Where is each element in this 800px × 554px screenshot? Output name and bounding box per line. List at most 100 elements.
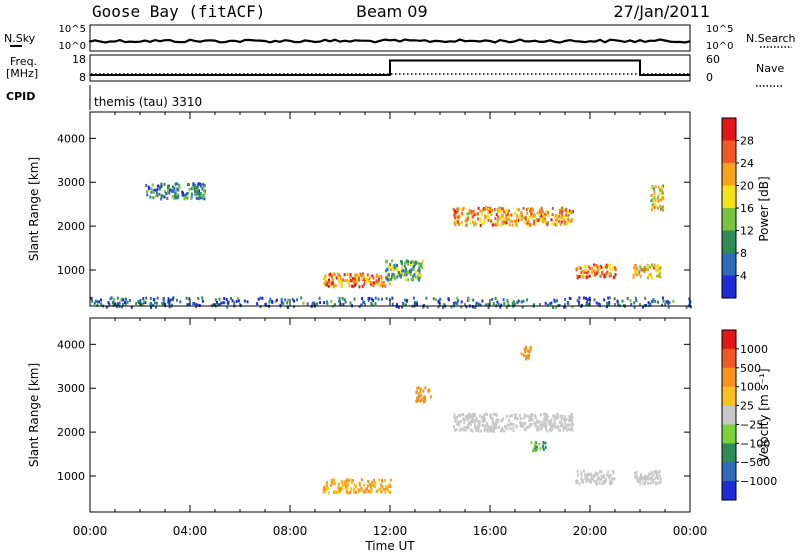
range-gate-cell xyxy=(325,487,328,491)
range-gate-cell xyxy=(366,276,369,280)
range-gate-cell xyxy=(484,214,487,218)
range-gate-cell xyxy=(216,300,218,304)
range-gate-cell xyxy=(480,429,483,433)
range-gate-cell xyxy=(195,305,198,309)
range-gate-cell xyxy=(644,481,647,485)
range-gate-cell xyxy=(642,305,644,309)
range-gate-cell xyxy=(454,211,457,215)
range-gate-cell xyxy=(269,297,272,301)
range-gate-cell xyxy=(349,491,352,495)
range-gate-cell xyxy=(499,429,502,433)
range-gate-cell xyxy=(667,305,670,309)
range-gate-cell xyxy=(284,298,287,302)
range-gate-cell xyxy=(639,476,641,480)
range-gate-cell xyxy=(167,300,170,304)
range-gate-cell xyxy=(372,284,375,288)
range-gate-cell xyxy=(535,218,538,222)
range-gate-cell xyxy=(377,279,380,283)
range-gate-cell xyxy=(481,299,484,303)
range-gate-cell xyxy=(688,297,691,301)
range-gate-cell xyxy=(546,413,548,417)
range-gate-cell xyxy=(420,262,423,266)
range-gate-cell xyxy=(493,429,495,433)
range-gate-cell xyxy=(508,423,511,427)
range-gate-cell xyxy=(579,266,582,270)
range-gate-cell xyxy=(226,305,229,309)
range-gate-cell xyxy=(413,263,416,267)
range-gate-cell xyxy=(482,417,485,421)
range-gate-cell xyxy=(200,196,203,200)
range-gate-cell xyxy=(465,305,468,309)
range-gate-cell xyxy=(585,296,587,300)
range-gate-cell xyxy=(522,207,525,210)
range-gate-cell xyxy=(344,480,347,484)
range-gate-cell xyxy=(523,347,526,351)
range-gate-cell xyxy=(340,279,342,283)
range-gate-cell xyxy=(492,421,495,425)
range-gate-cell xyxy=(598,470,601,474)
range-gate-cell xyxy=(185,196,187,200)
colorbar-tick-label: 16 xyxy=(740,202,754,215)
range-gate-cell xyxy=(349,301,352,305)
range-gate-cell xyxy=(497,210,500,214)
range-gate-cell xyxy=(470,415,473,418)
range-gate-cell xyxy=(507,217,510,221)
range-gate-cell xyxy=(373,478,375,482)
range-gate-cell xyxy=(556,214,559,218)
range-gate-cell xyxy=(422,389,425,393)
range-gate-cell xyxy=(93,301,96,305)
range-gate-cell xyxy=(497,215,500,219)
range-gate-cell xyxy=(171,303,173,307)
range-gate-cell xyxy=(607,296,610,300)
range-gate-cell xyxy=(473,213,476,217)
range-gate-cell xyxy=(586,472,589,476)
range-gate-cell xyxy=(416,386,419,390)
range-gate-cell xyxy=(453,425,455,429)
range-gate-cell xyxy=(325,484,328,487)
range-gate-cell xyxy=(585,480,588,484)
range-gate-cell xyxy=(551,207,554,210)
range-gate-cell xyxy=(532,449,534,453)
range-gate-cell xyxy=(472,298,475,302)
range-gate-cell xyxy=(350,478,353,482)
range-gate-cell xyxy=(452,211,455,215)
range-gate-cell xyxy=(483,417,486,421)
range-gate-cell xyxy=(595,263,598,267)
range-gate-cell xyxy=(464,428,467,432)
range-gate-cell xyxy=(609,473,612,477)
range-gate-cell xyxy=(454,419,457,423)
range-gate-cell xyxy=(497,420,500,424)
range-gate-cell xyxy=(477,423,480,427)
range-gate-cell xyxy=(590,270,593,274)
range-gate-cell xyxy=(483,419,486,423)
range-gate-cell xyxy=(275,298,278,302)
range-gate-cell xyxy=(541,220,544,224)
range-gate-cell xyxy=(541,445,544,449)
range-gate-cell xyxy=(201,296,204,300)
colorbar-segment xyxy=(722,140,736,164)
range-gate-cell xyxy=(559,223,562,227)
range-gate-cell xyxy=(323,485,326,489)
range-gate-cell xyxy=(341,281,344,285)
range-gate-cell xyxy=(653,206,656,210)
range-gate-cell xyxy=(654,185,657,189)
range-gate-cell xyxy=(173,197,176,201)
range-gate-cell xyxy=(469,221,472,225)
range-gate-cell xyxy=(558,215,560,218)
range-gate-cell xyxy=(463,425,466,429)
range-gate-cell xyxy=(410,268,413,271)
range-gate-cell xyxy=(589,480,592,484)
range-gate-cell xyxy=(311,301,314,305)
range-gate-cell xyxy=(653,192,656,196)
range-gate-cell xyxy=(168,305,171,309)
range-gate-cell xyxy=(325,283,328,287)
range-gate-cell xyxy=(268,300,271,304)
range-gate-cell xyxy=(553,415,556,419)
range-gate-cell xyxy=(452,302,455,305)
range-gate-cell xyxy=(378,283,381,287)
range-gate-cell xyxy=(546,415,549,419)
range-gate-cell xyxy=(599,274,602,278)
range-gate-cell xyxy=(352,284,355,288)
range-gate-cell xyxy=(650,274,653,278)
range-gate-cell xyxy=(351,284,354,288)
